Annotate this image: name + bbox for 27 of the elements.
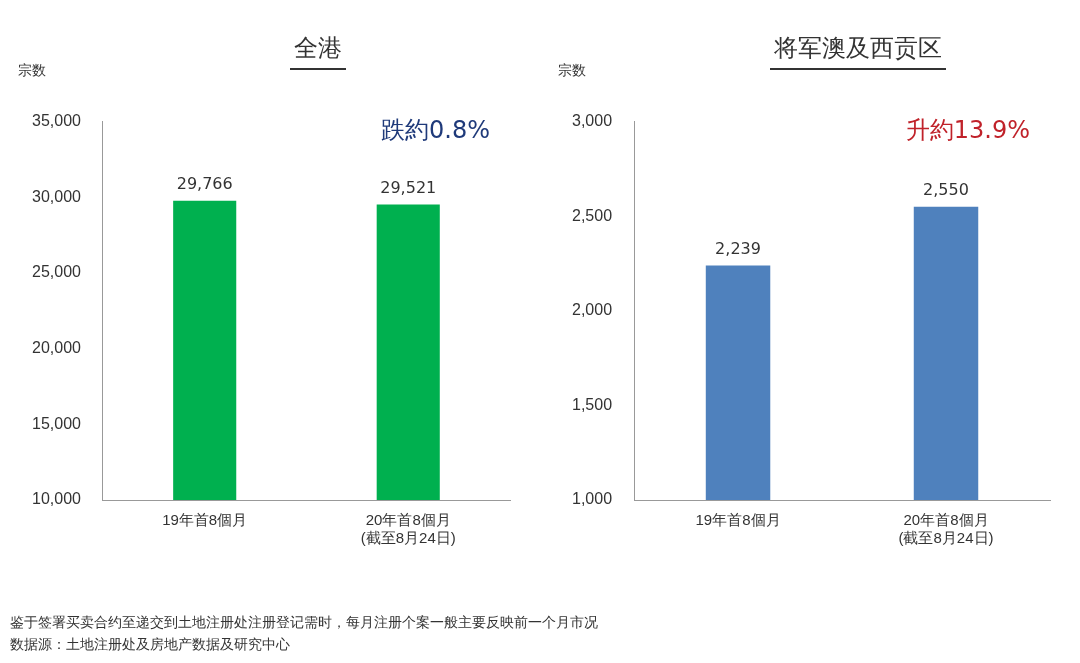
annotation: 升約13.9% [905, 115, 1030, 144]
y-tick-label: 3,000 [571, 112, 613, 130]
y-tick-label: 1,500 [571, 395, 613, 413]
data-label: 29,766 [176, 173, 233, 193]
data-label: 2,550 [923, 179, 969, 199]
x-tick-label: 20年首8個月 (截至8月24日) [898, 511, 994, 547]
annotation: 跌約0.8% [381, 115, 490, 144]
data-label: 29,521 [380, 177, 437, 197]
data-label: 2,239 [715, 238, 761, 258]
y-tick-label: 35,000 [32, 112, 82, 130]
y-tick-label: 20,000 [32, 339, 82, 357]
chart-title: 将军澳及西贡区 [770, 32, 946, 70]
x-tick-label: 20年首8個月 (截至8月24日) [360, 511, 456, 547]
y-tick-label: 2,500 [571, 206, 613, 224]
y-tick-label: 2,000 [571, 301, 613, 319]
y-axis-title: 宗数 [18, 62, 46, 80]
x-tick-label: 19年首8個月 [695, 511, 781, 529]
y-tick-label: 10,000 [32, 490, 82, 508]
y-tick-label: 25,000 [32, 263, 82, 281]
y-tick-label: 30,000 [32, 187, 82, 205]
y-tick-label: 15,000 [32, 414, 82, 432]
x-tick-label: 19年首8個月 [162, 511, 248, 529]
y-tick-label: 1,000 [571, 490, 613, 508]
chart-title: 全港 [290, 32, 346, 70]
text: 鉴于签署买卖合约至递交到土地注册处注册登记需时，每月注册个案一般主要反映前一个月市况 [10, 614, 598, 632]
text: 数据源：土地注册处及房地产数据及研究中心 [10, 636, 290, 654]
y-axis-title: 宗数 [558, 62, 586, 80]
